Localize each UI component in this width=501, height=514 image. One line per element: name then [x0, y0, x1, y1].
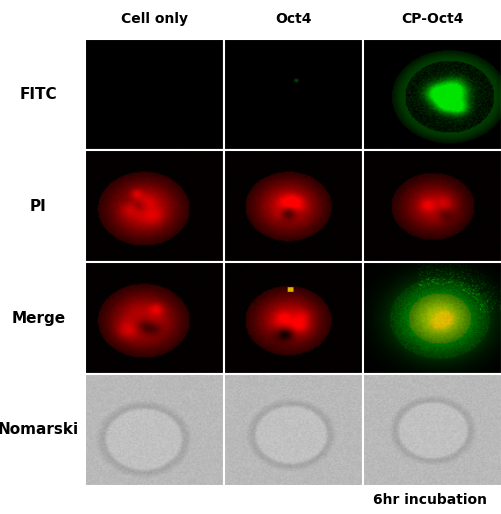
Text: FITC: FITC — [20, 87, 57, 102]
Text: 6hr incubation: 6hr incubation — [372, 493, 486, 507]
Text: Oct4: Oct4 — [275, 12, 311, 26]
Text: CP-Oct4: CP-Oct4 — [400, 12, 463, 26]
Text: Merge: Merge — [12, 310, 65, 325]
Text: PI: PI — [30, 199, 47, 214]
Text: Nomarski: Nomarski — [0, 423, 79, 437]
Text: Cell only: Cell only — [121, 12, 188, 26]
